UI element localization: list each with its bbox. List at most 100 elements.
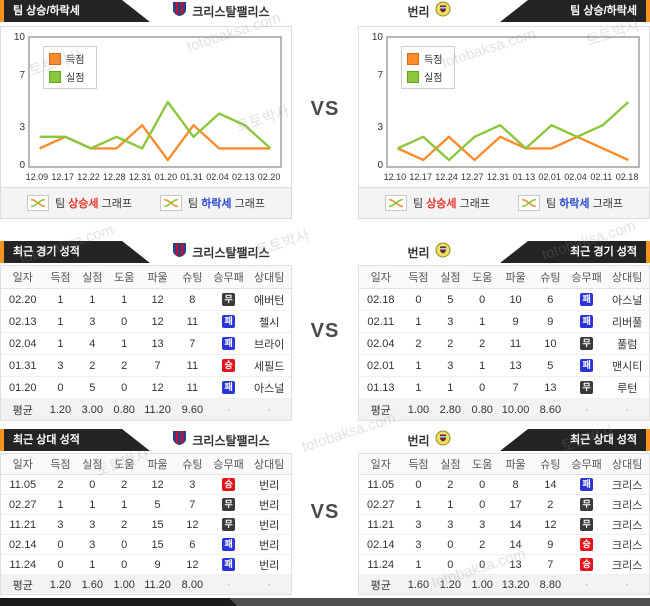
trend-line-scored [39, 123, 271, 162]
x-axis-tick: 02.04 [564, 172, 587, 182]
cell-assists: 0 [479, 478, 486, 491]
cell-goals-against: 3 [447, 315, 454, 328]
cell-assists: 2 [479, 337, 486, 350]
head-to-head-section: 최근 상대 성적 크리스탈팰리스 일자 득점 실점 도움 파울 슈팅 승무패 상대팀 11.05… [0, 429, 650, 595]
cell-shots: 9.60 [181, 403, 204, 416]
team-name: 크리스탈팰리스 [192, 4, 270, 19]
table-row: 02.04 1 4 1 13 7 패 브라이 [1, 333, 291, 355]
recent-form-table-left: 일자 득점 실점 도움 파울 슈팅 승무패 상대팀 02.20 1 1 1 12 8 무 에버턴 02.13 1 3… [0, 265, 292, 421]
cell-goals-for: 3 [57, 359, 64, 372]
section-title-text: 최근 경기 성적 [570, 246, 637, 258]
cell-goals-against: 1 [89, 558, 96, 571]
team-uptrend-graph-link[interactable]: 팀 상승세 그래프 [27, 195, 132, 211]
result-badge: 무 [222, 293, 236, 306]
cell-date: 02.27 [8, 498, 37, 511]
cell-shots: 7 [189, 498, 196, 511]
cell-fouls: 9 [154, 558, 161, 571]
team-name: 번리 [407, 245, 430, 260]
y-axis-tick: 7 [19, 70, 25, 82]
team-name: 번리 [407, 433, 430, 448]
cell-goals-for: 1 [415, 315, 422, 328]
cell-goals-for: 1 [57, 498, 64, 511]
panel-header-left: 최근 경기 성적 크리스탈팰리스 [0, 241, 292, 263]
cell-fouls: 13 [509, 558, 522, 571]
column-header-shots: 슈팅 [540, 272, 561, 284]
cell-assists: 1 [479, 315, 486, 328]
section-title-text: 팀 상승/하락세 [13, 5, 80, 17]
trend-line-conceded [39, 100, 272, 150]
cell-date: 02.27 [366, 498, 395, 511]
team-label: 크리스탈팰리스 [150, 241, 292, 263]
cell-goals-against: 0 [447, 558, 454, 571]
team-uptrend-graph-link[interactable]: 팀 상승세 그래프 [385, 195, 490, 211]
column-header-goals-against: 실점 [82, 459, 103, 471]
cell-result: 패 [210, 337, 248, 350]
cell-date: 02.04 [366, 337, 395, 350]
cell-opponent: · [625, 578, 630, 591]
plot-area: 0 3 7 10 득점 실점 [372, 32, 640, 171]
cell-goals-for: 1.20 [49, 578, 72, 591]
result-badge: 무 [222, 518, 236, 531]
cell-date: 평균 [12, 404, 33, 417]
table-header-row: 일자 득점 실점 도움 파울 슈팅 승무패 상대팀 [1, 454, 291, 475]
column-header-assists: 도움 [472, 272, 493, 284]
column-header-result: 승무패 [213, 272, 244, 284]
cell-goals-against: 1 [89, 293, 96, 306]
column-header-shots: 슈팅 [182, 459, 203, 471]
team-name: 크리스탈팰리스 [192, 433, 270, 448]
trend-line-scored [397, 135, 629, 162]
team-downtrend-graph-link[interactable]: 팀 하락세 그래프 [518, 195, 623, 211]
cell-opponent: · [267, 403, 272, 416]
cell-goals-against: 5 [89, 381, 96, 394]
crystal-palace-badge-icon [172, 1, 187, 22]
cell-opponent: 브라이 [254, 338, 285, 351]
result-badge: 무 [580, 498, 594, 511]
cell-goals-for: 0 [57, 381, 64, 394]
panel-header-left: 최근 상대 성적 크리스탈팰리스 [0, 429, 292, 451]
table-row: 01.20 0 5 0 12 11 패 아스널 [1, 377, 291, 399]
cell-goals-against: 3 [89, 518, 96, 531]
column-header-shots: 슈팅 [182, 272, 203, 284]
legend-swatch [49, 52, 61, 65]
crystal-palace-badge-icon [172, 430, 187, 451]
cell-result: 승 [568, 538, 606, 551]
h2h-table-left: 일자 득점 실점 도움 파울 슈팅 승무패 상대팀 11.05 2 0 2 12 3 승 번리 02.27 1 1 1… [0, 453, 292, 595]
cell-goals-against: 2 [89, 359, 96, 372]
section-title-text: 최근 상대 성적 [13, 434, 80, 446]
cell-date: 02.18 [366, 293, 395, 306]
cell-assists: 1 [121, 293, 128, 306]
cell-goals-against: 5 [447, 293, 454, 306]
table-row: 02.27 1 1 0 17 2 무 크리스 [359, 495, 649, 515]
result-badge: 패 [222, 315, 236, 328]
cell-goals-against: 3 [447, 359, 454, 372]
table-row: 02.18 0 5 0 10 6 패 아스널 [359, 289, 649, 311]
column-header-date: 일자 [12, 272, 33, 284]
cell-assists: 0.80 [113, 403, 135, 416]
cell-fouls: 14 [509, 518, 522, 531]
y-axis-tick: 0 [19, 160, 25, 171]
team-downtrend-graph-link[interactable]: 팀 하락세 그래프 [160, 195, 265, 211]
cell-shots: 6 [547, 293, 554, 306]
trend-chart-right: 0 3 7 10 득점 실점 12.10 12.17 12.24 12.27 12.31 01.13 0… [359, 27, 649, 187]
cell-shots: 8.80 [539, 578, 562, 591]
column-header-goals-for: 득점 [50, 459, 71, 471]
cell-goals-for: 1 [415, 381, 422, 394]
header-accent-bar [646, 429, 650, 451]
recent-form-section: 최근 경기 성적 크리스탈팰리스 일자 득점 실점 도움 파울 슈팅 승무패 상대팀 02.20… [0, 241, 650, 421]
cell-date: 02.14 [8, 538, 37, 551]
cell-goals-for: 1 [57, 315, 64, 328]
cell-goals-for: 3 [415, 518, 422, 531]
column-header-assists: 도움 [114, 272, 135, 284]
y-axis-tick: 7 [377, 70, 383, 82]
section-title-tab: 팀 상승/하락세 [500, 0, 646, 22]
cell-shots: 12 [186, 558, 199, 571]
cell-date: 02.14 [366, 538, 395, 551]
cell-opponent: · [625, 403, 630, 416]
cell-opponent: 번리 [259, 479, 280, 492]
cell-date: 11.05 [9, 478, 37, 491]
next-section-header-partial [0, 598, 650, 606]
chart-legend: 득점 실점 [401, 46, 456, 89]
result-badge: 승 [222, 359, 236, 372]
cell-result: 패 [568, 315, 606, 328]
table-average-row: 평균 1.00 2.80 0.80 10.00 8.60 · · [359, 399, 649, 420]
